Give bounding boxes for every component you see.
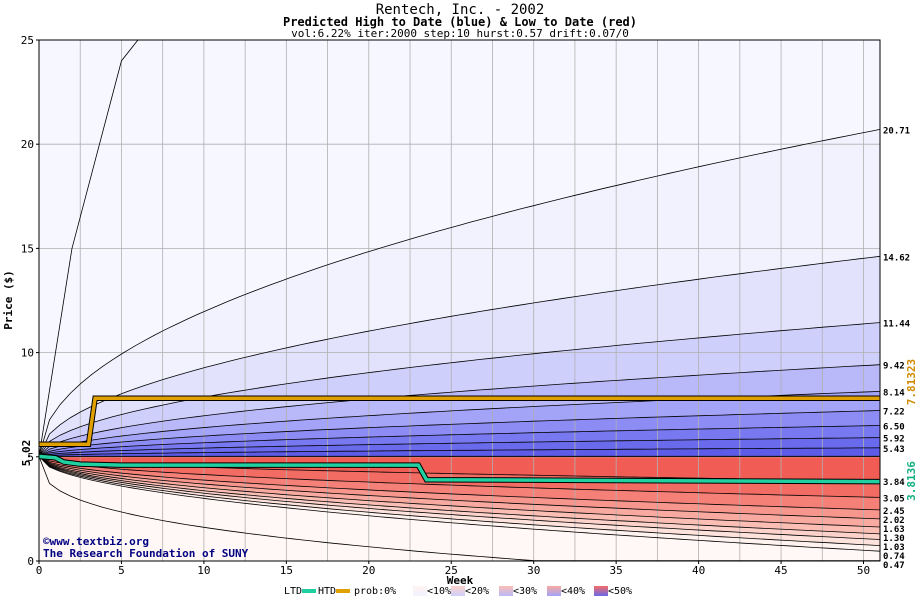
y-tick-label: 20 [21,138,34,151]
legend-p20: <20% [451,586,489,597]
legend-prob: prob:0% [354,586,409,597]
low-quantile-label: 1.63 [883,525,905,535]
legend: LTD HTD prob:0% <10% <20% <30% <40% <50% [0,586,920,600]
y-axis-label: Price ($) [2,270,15,330]
contour-high-5 [38,410,881,457]
high-quantile-label: 5.92 [883,435,905,445]
htd-final-label: 7.81323 [905,359,918,405]
legend-ltd-swatch [302,589,317,593]
contour-high-0 [38,129,881,457]
low-quantile-label: 0.47 [883,561,905,571]
high-quantile-label: 6.50 [883,423,905,433]
x-tick-label: 40 [692,564,705,577]
contour-high-6 [38,425,881,457]
chart-labels: 0 5 10 15 20 25 0 5 10 15 20 25 30 35 40 45 50 20.71 14.62… [21,34,911,577]
x-tick-label: 15 [280,564,293,577]
y-tick-label: 10 [21,347,34,360]
contour-high-8 [38,447,881,457]
high-quantile-label: 5.43 [883,445,905,455]
chart-subtitle: Predicted High to Date (blue) & Low to D… [282,15,637,29]
high-quantile-label: 20.71 [883,126,910,136]
high-quantile-label: 8.14 [883,388,905,398]
low-quantile-label: 3.05 [883,494,905,504]
legend-p50-label: <50% [608,586,633,597]
contour-low-7 [38,456,881,546]
legend-p30: <30% [499,586,537,597]
legend-htd-label: HTD [318,586,337,597]
contour-high-3 [38,364,881,457]
legend-p10-label: <10% [427,586,452,597]
ltd-final-label: 3.8136 [905,461,918,501]
ltd-series-line [38,454,881,484]
x-tick-label: 20 [362,564,375,577]
legend-p40: <40% [547,586,585,597]
x-tick-label: 50 [857,564,870,577]
legend-p40-swatch [547,586,561,596]
legend-ltd: LTD [284,586,317,597]
contour-high-7 [38,437,881,457]
contour-low-8 [38,456,881,552]
low-quantile-label: 3.84 [883,478,905,488]
x-tick-label: 5 [118,564,125,577]
legend-p30-label: <30% [513,586,538,597]
low-quantile-label: 2.02 [883,516,905,526]
watermark-line-1: ©www.textbiz.org [43,535,149,548]
low-quantile-label: 1.03 [883,543,905,553]
low-quantile-label: 1.30 [883,534,905,544]
high-quantile-label: 14.62 [883,253,910,263]
axes [36,39,881,564]
y-tick-label: 15 [21,242,34,255]
plot-frame [38,39,881,562]
low-quantile-label: 2.45 [883,507,905,517]
high-quantile-label: 9.42 [883,362,905,372]
legend-p20-label: <20% [465,586,490,597]
htd-series-line [39,396,880,447]
x-tick-label: 35 [610,564,623,577]
legend-p10: <10% [413,586,451,597]
legend-p50-swatch [594,586,608,596]
low-quantile-label: 0.74 [883,552,905,562]
chart-title: Rentech, Inc. - 2002 [375,2,545,18]
watermark-line-2: The Research Foundation of SUNY [43,547,249,560]
legend-p10-swatch [413,586,427,596]
x-tick-label: 10 [197,564,210,577]
contour-high-2 [38,322,881,457]
contour-low-2 [38,456,881,511]
band-high-8 [39,447,880,457]
x-tick-label: 45 [774,564,787,577]
legend-p40-label: <40% [561,586,586,597]
contour-high-1 [38,255,881,457]
contour-low-1 [38,456,881,498]
legend-p20-swatch [451,586,465,596]
contour-extreme-high [38,39,139,457]
legend-htd: HTD [318,586,351,597]
legend-prob-label: prob:0% [354,586,397,597]
high-quantile-label: 7.22 [883,408,905,418]
y-tick-label: 0 [27,555,34,568]
high-quantile-label: 11.44 [883,320,911,330]
legend-ltd-label: LTD [284,586,303,597]
x-axis-label: Week [447,574,474,587]
start-price-label: 5.02 [20,440,33,467]
legend-prob-swatch [396,586,409,596]
y-tick-label: 5 [27,451,34,464]
contour-low-4 [38,456,881,528]
legend-p50: <50% [594,586,632,597]
contour-low-5 [38,456,881,535]
x-tick-label: 25 [445,564,458,577]
x-tick-label: 0 [36,564,43,577]
x-tick-label: 30 [527,564,540,577]
legend-htd-swatch [336,589,351,593]
legend-p30-swatch [499,586,513,596]
contour-low-6 [38,456,881,540]
contour-low-3 [38,456,881,520]
chart-params: vol:6.22% iter:2000 step:10 hurst:0.57 d… [291,27,629,40]
series-lines [38,395,881,485]
y-tick-label: 25 [21,34,34,47]
